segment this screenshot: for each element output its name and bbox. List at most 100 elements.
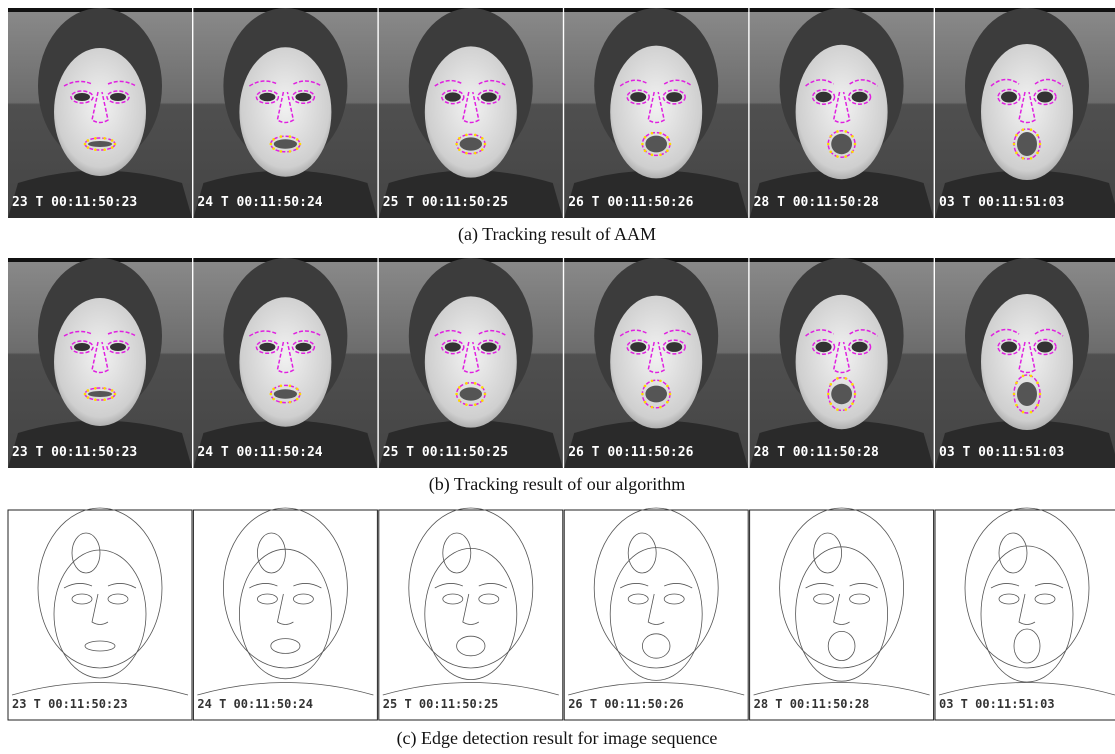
landmark-point [1022,128,1025,131]
eye [630,92,646,102]
landmark-point [87,139,90,142]
landmark-point [458,399,461,402]
landmark-point [651,154,654,157]
timecode: 24 T 00:11:50:24 [197,697,313,711]
landmark-point [103,387,106,390]
landmark-point [272,138,275,141]
landmark-point [836,155,839,158]
edge-image [750,510,934,720]
eye [1037,92,1053,103]
landmark-point [1036,404,1039,407]
face [239,297,331,427]
landmark-point [289,135,292,138]
landmark-point [87,146,90,149]
timecode: 24 T 00:11:50:24 [197,445,322,460]
face [796,45,888,179]
mouth [460,137,482,150]
landmark-point [659,380,662,383]
landmark-point [659,406,662,409]
landmark-point [280,150,283,153]
landmark-point [272,147,275,150]
landmark-point [666,401,669,404]
eye [630,342,646,352]
timecode: 24 T 00:11:50:24 [197,195,322,210]
face [239,47,331,177]
landmark-point [651,380,654,383]
landmark-point [1022,411,1025,414]
landmark-point [289,150,292,153]
timecode: 26 T 00:11:50:26 [568,195,693,210]
landmark-point [455,393,458,396]
landmark-point [1030,128,1033,131]
eye [816,92,832,102]
landmark-point [851,383,854,386]
landmark-point [836,408,839,411]
eye [74,93,90,101]
edge-image [193,510,377,720]
eye [666,92,682,102]
landmark-point [481,137,484,140]
landmark-point [844,155,847,158]
frame-panel: 24 T 00:11:50:24 [193,508,377,720]
edge-image [379,510,563,720]
landmark-point [1013,393,1016,396]
landmark-point [827,393,830,396]
landmark-point [474,152,477,155]
landmark-point [111,139,114,142]
figure: 23 T 00:11:50:23 24 T 00:11:50:24 25 T 00:… [0,0,1115,754]
frame-panel: 24 T 00:11:50:24 [193,258,377,468]
landmark-point [836,130,839,133]
landmark-point [94,387,97,390]
face [425,46,517,177]
timecode: 28 T 00:11:50:28 [754,445,879,460]
frame-panel: 26 T 00:11:50:26 [564,508,748,720]
timecode: 03 T 00:11:51:03 [939,697,1055,711]
mouth [88,391,112,397]
eye [110,343,126,351]
eye [852,342,868,352]
frame-panel: 25 T 00:11:50:25 [379,258,563,468]
eye [816,342,832,352]
eye [259,93,275,102]
landmark-point [844,408,847,411]
landmark-point [1022,375,1025,378]
landmark-point [651,406,654,409]
landmark-point [296,388,299,391]
frame-panel: 26 T 00:11:50:26 [564,258,748,468]
timecode: 03 T 00:11:51:03 [939,445,1064,460]
landmark-point [1039,143,1042,146]
mouth [831,384,852,404]
landmark-point [103,398,106,401]
landmark-point [481,148,484,151]
landmark-point [272,398,275,401]
landmark-point [280,385,283,388]
eye [74,343,90,351]
eye [1001,92,1017,103]
landmark-point [111,389,114,392]
landmark-point [465,403,468,406]
mouth [1017,382,1037,406]
landmark-point [94,148,97,151]
mouth [645,386,667,403]
landmark-point [644,136,647,139]
landmark-point [651,132,654,135]
eye [259,343,275,352]
landmark-point [94,137,97,140]
eye [295,93,311,102]
landmark-point [114,393,117,396]
landmark-point [111,396,114,399]
timecode: 28 T 00:11:50:28 [754,195,879,210]
frame-panel: 23 T 00:11:50:23 [8,508,192,720]
landmark-point [644,149,647,152]
landmark-point [87,396,90,399]
landmark-point [94,398,97,401]
landmark-point [1015,152,1018,155]
landmark-point [296,138,299,141]
timecode: 25 T 00:11:50:25 [383,697,499,711]
landmark-point [289,401,292,404]
landmark-point [659,154,662,157]
face [796,295,888,429]
landmark-point [296,398,299,401]
landmark-point [827,143,830,146]
frame-panel: 23 T 00:11:50:23 [8,258,192,468]
